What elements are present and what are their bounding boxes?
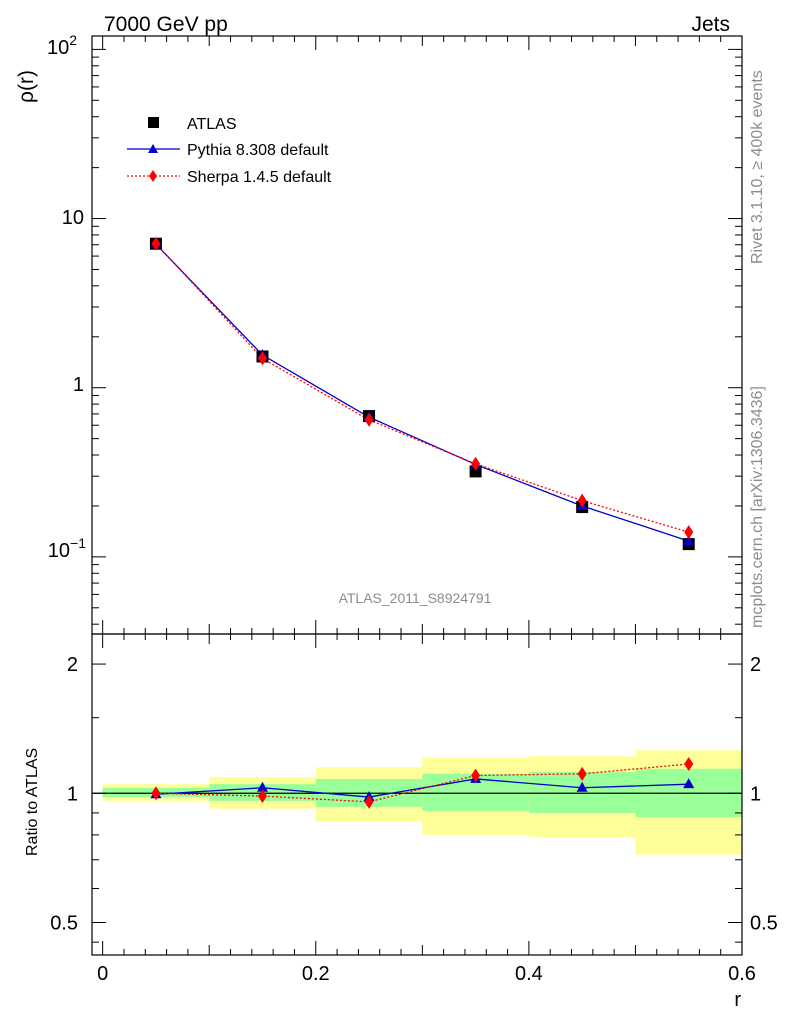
ratio-y-tick-label-left: 2 [67,654,78,676]
legend-pythia-label: Pythia 8.308 default [187,142,329,159]
ratio-point-1 [471,768,481,783]
data-point-2 [577,493,587,508]
main-x-ticks [102,36,743,634]
header-right-label: Jets [691,13,730,36]
y-tick-label-0.1: 10−1 [48,535,86,562]
series-line-2 [155,243,689,533]
legend-pythia-marker [148,144,158,153]
analysis-watermark: ATLAS_2011_S8924791 [339,590,492,606]
ratio-y-tick-label-right: 0.5 [750,912,778,934]
ratio-y-tick-label-right: 1 [750,783,761,805]
data-point-2 [151,236,161,251]
legend-sherpa-label: Sherpa 1.4.5 default [187,169,332,186]
ratio-y-axis-label: Ratio to ATLAS [24,748,41,856]
legend-sherpa-marker [149,170,157,182]
ratio-point-0 [576,781,588,792]
side-label-rivet: Rivet 3.1.10, ≥ 400k events [749,70,766,264]
y-tick-label-1: 1 [73,374,84,396]
main-series-layer [149,236,695,551]
x-tick-label: 0.6 [728,963,756,985]
ratio-point-1 [151,786,161,801]
side-label-mcplots: mcplots.cern.ch [arXiv:1306.3436] [749,386,766,628]
data-point-0 [469,465,482,478]
x-tick-label: 0.4 [515,963,543,985]
ratio-line-1 [155,763,689,803]
y-tick-label-10: 10 [62,207,84,229]
y-tick-label-100: 102 [47,32,77,59]
data-point-2 [471,456,481,471]
data-point-2 [364,412,374,427]
ratio-point-1 [684,757,694,772]
ratio-series-layer [150,757,695,809]
legend-atlas-label: ATLAS [187,116,237,133]
ratio-line-0 [155,778,689,798]
data-point-2 [257,351,267,366]
series-line-1 [155,243,689,542]
ratio-point-0 [256,781,268,792]
legend: ATLAS Pythia 8.308 default Sherpa 1.4.5 … [127,116,332,186]
ratio-frame [91,633,743,956]
ratio-bands [92,750,742,855]
x-axis-label: r [734,989,741,1011]
header-left-label: 7000 GeV pp [104,13,228,36]
x-tick-label: 0 [97,963,108,985]
ratio-panel [91,633,743,956]
ratio-y-tick-label-left: 0.5 [50,912,78,934]
data-point-2 [684,525,694,540]
main-y-axis-label: ρ(r) [15,70,38,103]
data-point-1 [683,535,695,546]
main-y-ticks [92,48,742,625]
ratio-y-tick-label-left: 1 [67,783,78,805]
ratio-point-0 [683,778,695,789]
ratio-point-1 [257,789,267,804]
legend-atlas-marker [148,117,159,128]
ratio-point-1 [364,794,374,809]
x-tick-label: 0.2 [302,963,330,985]
ratio-point-1 [577,766,587,781]
ratio-y-ticks [92,663,742,943]
ratio-y-tick-label-right: 2 [750,654,761,676]
